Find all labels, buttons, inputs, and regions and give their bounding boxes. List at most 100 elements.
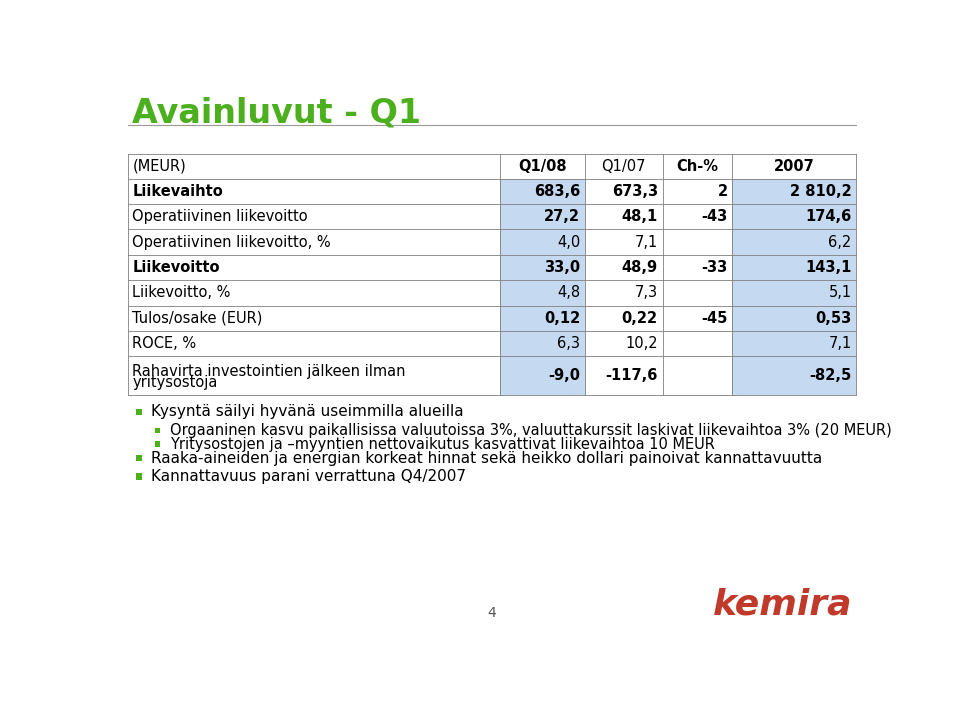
Bar: [732, 331, 856, 357]
Text: yritysostoja: yritysostoja: [132, 375, 218, 390]
Bar: [128, 154, 500, 178]
Text: Ch-%: Ch-%: [677, 159, 718, 173]
Text: 0,12: 0,12: [544, 311, 581, 326]
Bar: [662, 204, 732, 229]
Bar: [155, 441, 160, 447]
Bar: [585, 280, 662, 305]
Text: -45: -45: [701, 311, 728, 326]
Bar: [585, 154, 662, 178]
Bar: [662, 154, 732, 178]
Text: -33: -33: [702, 260, 728, 275]
Bar: [128, 331, 500, 357]
Text: 0,22: 0,22: [622, 311, 658, 326]
Text: Raaka-aineiden ja energian korkeat hinnat sekä heikko dollari painoivat kannatta: Raaka-aineiden ja energian korkeat hinna…: [151, 450, 823, 465]
Text: Q1/08: Q1/08: [518, 159, 566, 173]
Text: 683,6: 683,6: [534, 184, 581, 199]
Text: kemira: kemira: [713, 587, 852, 621]
Bar: [585, 357, 662, 395]
Bar: [500, 280, 585, 305]
Text: ROCE, %: ROCE, %: [132, 336, 197, 351]
Bar: [662, 280, 732, 305]
Bar: [135, 474, 142, 479]
Text: 10,2: 10,2: [625, 336, 658, 351]
Text: Operatiivinen liikevoitto: Operatiivinen liikevoitto: [132, 209, 308, 224]
Text: -9,0: -9,0: [548, 368, 581, 383]
Text: Operatiivinen liikevoitto, %: Operatiivinen liikevoitto, %: [132, 235, 331, 250]
Text: Yritysostojen ja –myyntien nettovaikutus kasvattivat liikevaihtoa 10 MEUR: Yritysostojen ja –myyntien nettovaikutus…: [170, 436, 715, 452]
Bar: [732, 280, 856, 305]
Bar: [732, 357, 856, 395]
Text: 174,6: 174,6: [805, 209, 852, 224]
Text: 48,9: 48,9: [622, 260, 658, 275]
Text: (MEUR): (MEUR): [132, 159, 186, 173]
Bar: [662, 331, 732, 357]
Text: Orgaaninen kasvu paikallisissa valuutoissa 3%, valuuttakurssit laskivat liikevai: Orgaaninen kasvu paikallisissa valuutois…: [170, 423, 892, 438]
Text: 5,1: 5,1: [828, 286, 852, 300]
Text: 673,3: 673,3: [612, 184, 658, 199]
Text: 143,1: 143,1: [805, 260, 852, 275]
Bar: [500, 357, 585, 395]
Text: 6,3: 6,3: [558, 336, 581, 351]
Bar: [135, 455, 142, 461]
Bar: [732, 154, 856, 178]
Text: Q1/07: Q1/07: [602, 159, 646, 173]
Bar: [662, 229, 732, 255]
Bar: [135, 409, 142, 415]
Bar: [128, 255, 500, 280]
Bar: [128, 280, 500, 305]
Text: 2: 2: [717, 184, 728, 199]
Text: Tulos/osake (EUR): Tulos/osake (EUR): [132, 311, 263, 326]
Text: 4,0: 4,0: [557, 235, 581, 250]
Bar: [128, 178, 500, 204]
Text: -82,5: -82,5: [809, 368, 852, 383]
Bar: [662, 357, 732, 395]
Bar: [500, 229, 585, 255]
Text: Liikevoitto, %: Liikevoitto, %: [132, 286, 230, 300]
Bar: [500, 255, 585, 280]
Bar: [585, 305, 662, 331]
Bar: [155, 428, 160, 433]
Bar: [128, 204, 500, 229]
Text: 0,53: 0,53: [815, 311, 852, 326]
Text: 7,1: 7,1: [635, 235, 658, 250]
Bar: [500, 154, 585, 178]
Bar: [128, 357, 500, 395]
Text: Rahavirta investointien jälkeen ilman: Rahavirta investointien jälkeen ilman: [132, 364, 406, 379]
Text: Kysyntä säilyi hyvänä useimmilla alueilla: Kysyntä säilyi hyvänä useimmilla alueill…: [151, 405, 464, 419]
Bar: [500, 178, 585, 204]
Bar: [732, 305, 856, 331]
Text: -43: -43: [702, 209, 728, 224]
Text: 33,0: 33,0: [544, 260, 581, 275]
Text: 6,2: 6,2: [828, 235, 852, 250]
Bar: [128, 305, 500, 331]
Bar: [500, 204, 585, 229]
Text: -117,6: -117,6: [606, 368, 658, 383]
Bar: [732, 204, 856, 229]
Bar: [585, 178, 662, 204]
Bar: [732, 255, 856, 280]
Text: Liikevoitto: Liikevoitto: [132, 260, 220, 275]
Text: 48,1: 48,1: [622, 209, 658, 224]
Bar: [732, 178, 856, 204]
Bar: [662, 305, 732, 331]
Text: Avainluvut - Q1: Avainluvut - Q1: [132, 96, 420, 129]
Text: 2 810,2: 2 810,2: [790, 184, 852, 199]
Bar: [585, 229, 662, 255]
Bar: [500, 305, 585, 331]
Text: 27,2: 27,2: [544, 209, 581, 224]
Bar: [128, 229, 500, 255]
Text: 7,3: 7,3: [635, 286, 658, 300]
Bar: [585, 255, 662, 280]
Bar: [662, 255, 732, 280]
Text: 7,1: 7,1: [828, 336, 852, 351]
Text: Kannattavuus parani verrattuna Q4/2007: Kannattavuus parani verrattuna Q4/2007: [151, 469, 466, 484]
Bar: [732, 229, 856, 255]
Bar: [662, 178, 732, 204]
Text: 4: 4: [488, 606, 496, 620]
Text: 4,8: 4,8: [557, 286, 581, 300]
Bar: [500, 331, 585, 357]
Bar: [585, 204, 662, 229]
Bar: [585, 331, 662, 357]
Text: Liikevaihto: Liikevaihto: [132, 184, 223, 199]
Text: 2007: 2007: [774, 159, 815, 173]
